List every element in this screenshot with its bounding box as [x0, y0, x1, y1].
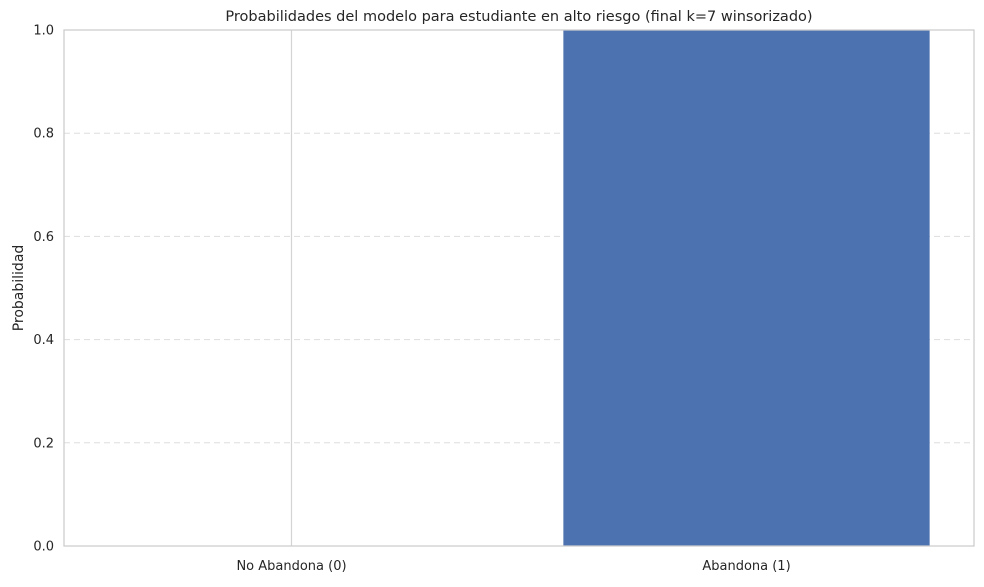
- y-tick-label: 1.0: [33, 24, 54, 39]
- plot-area-frame: [63, 29, 975, 547]
- y-axis-label: Probabilidad: [11, 245, 27, 332]
- y-tick-label: 0.0: [33, 540, 54, 555]
- bars: [563, 30, 930, 546]
- y-tick-label: 0.6: [33, 230, 54, 245]
- y-tick-label: 0.2: [33, 436, 54, 451]
- y-tick-label: 0.8: [33, 127, 54, 142]
- y-tick-label: 0.4: [33, 333, 54, 348]
- axis-ticks: 0.0 0.2 0.4 0.6 0.8 1.0 No Abandona (0) Abandon…: [33, 24, 790, 575]
- bar: [563, 30, 930, 546]
- x-tick-label: Abandona (1): [702, 559, 790, 574]
- x-tick-label: No Abandona (0): [236, 559, 346, 574]
- chart-title: Probabilidades del modelo para estudiant…: [225, 9, 812, 25]
